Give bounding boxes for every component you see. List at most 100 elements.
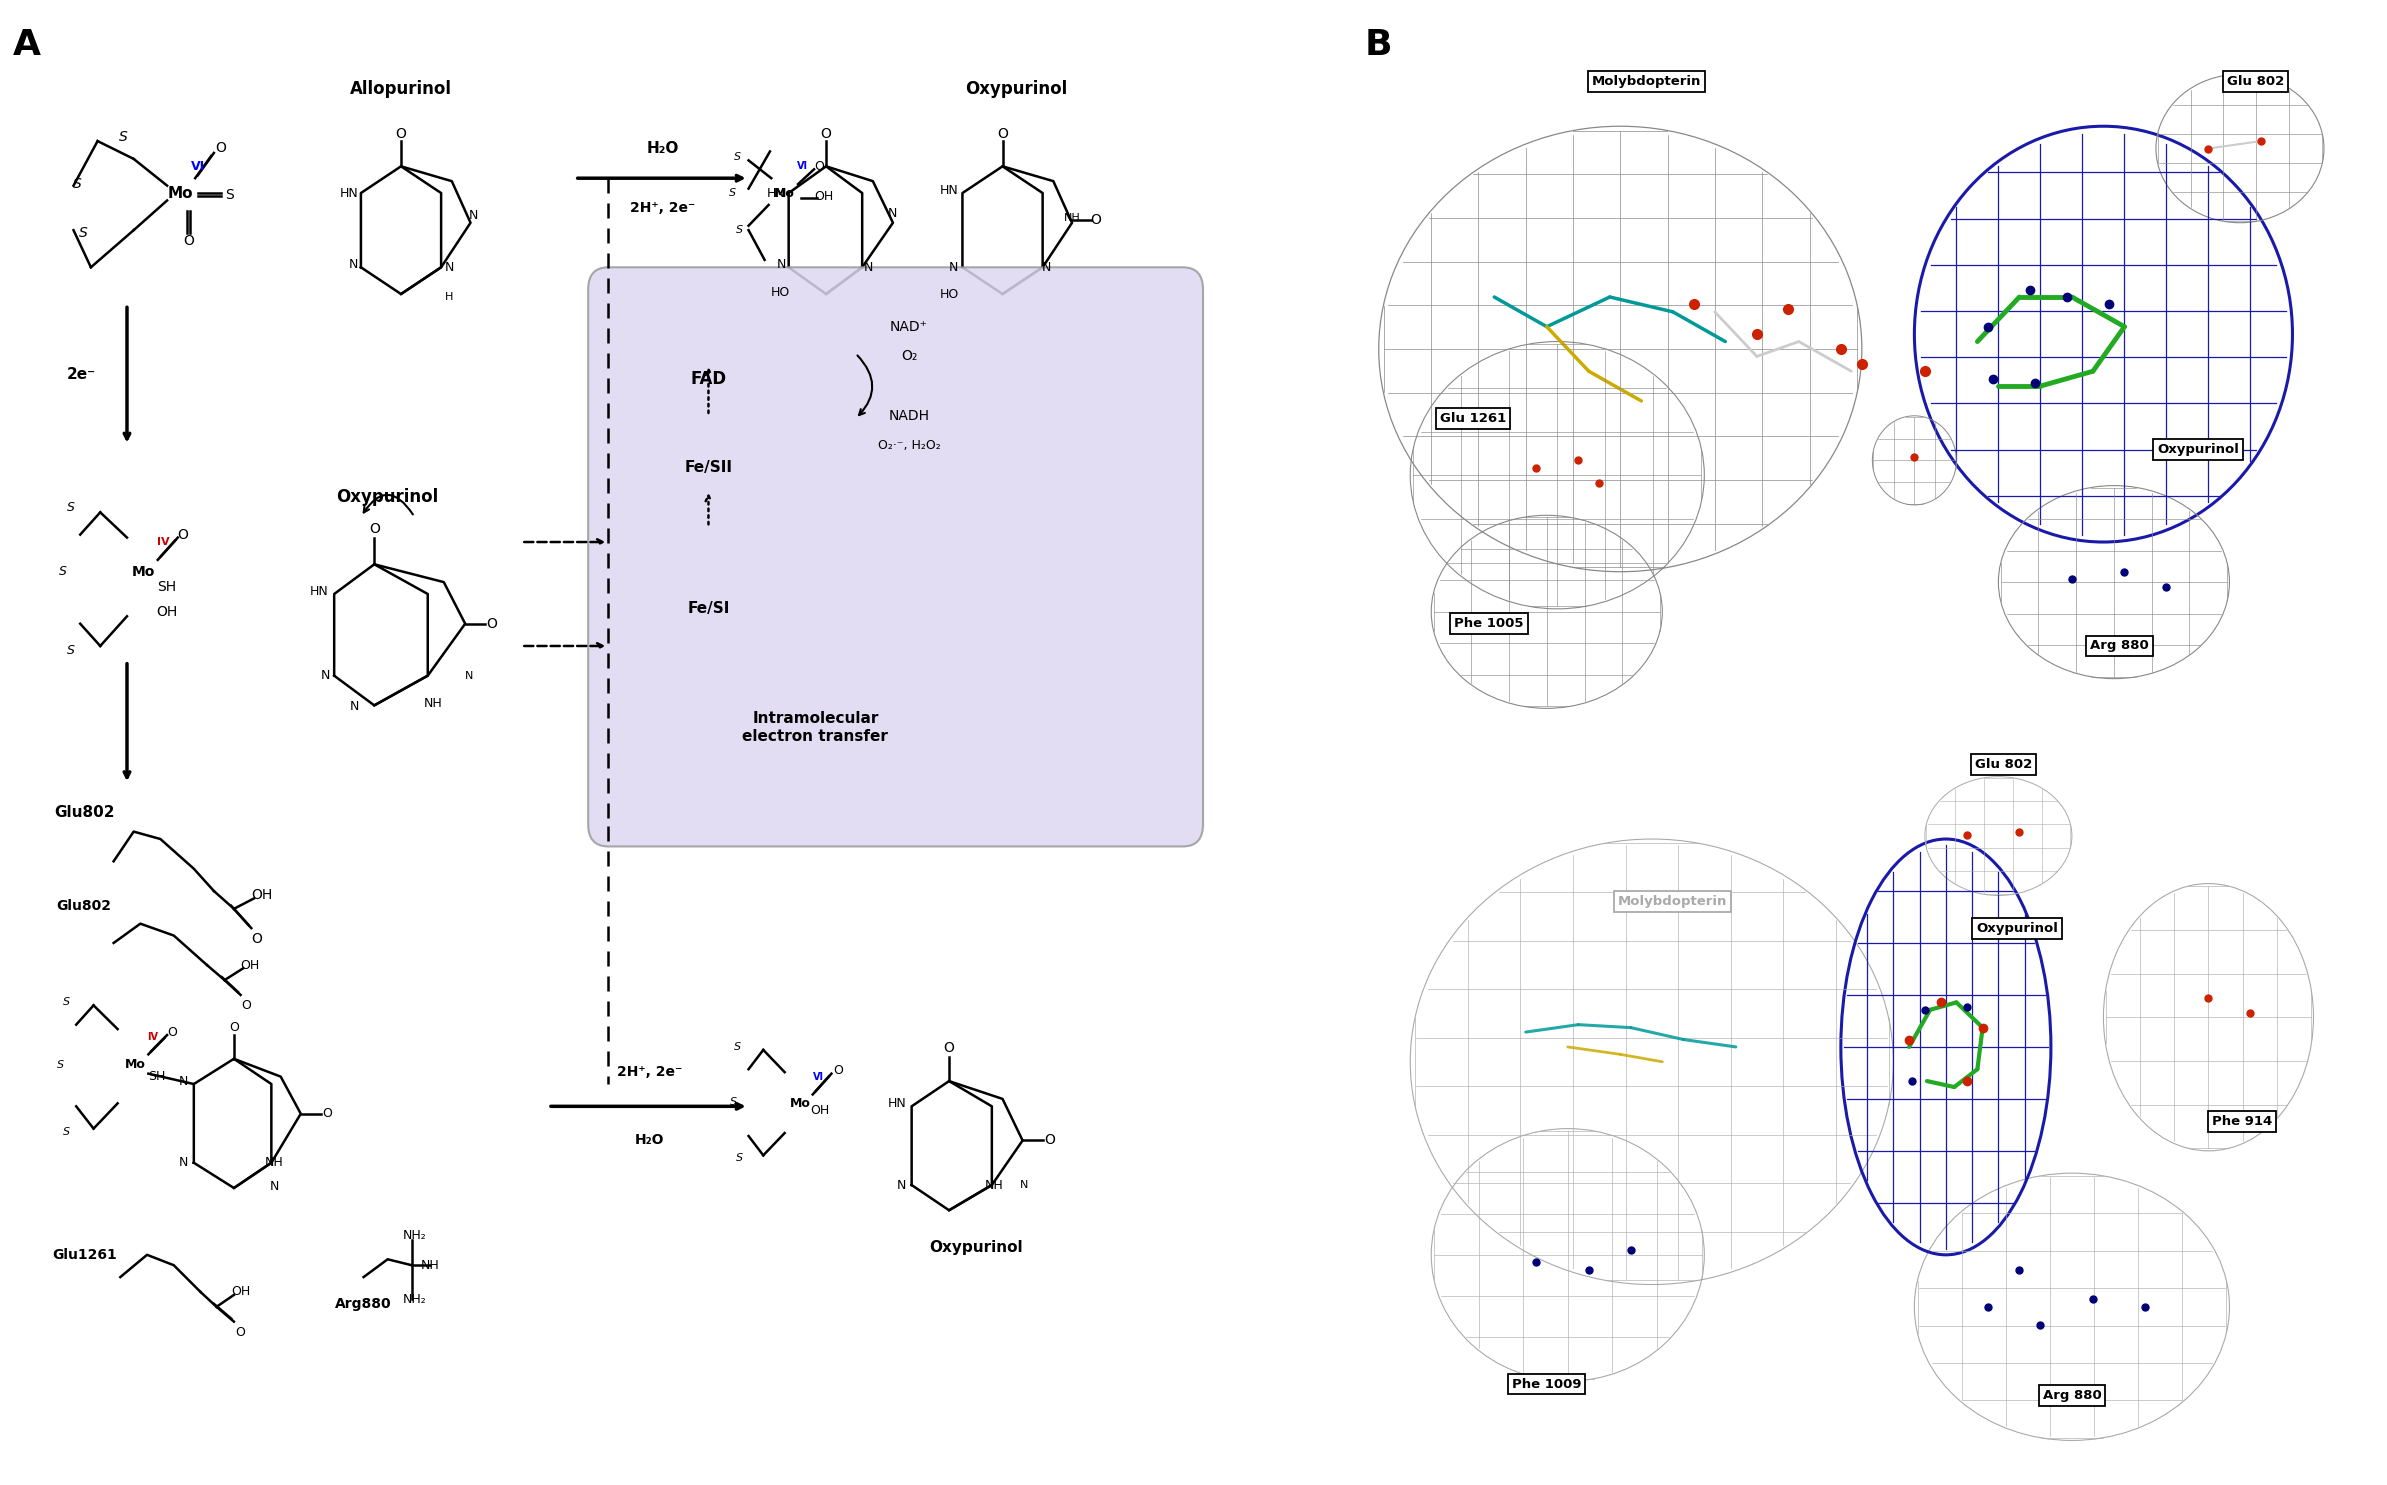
Text: Allopurinol: Allopurinol	[351, 80, 451, 98]
Text: NADH: NADH	[888, 408, 929, 423]
Text: Phe 1005: Phe 1005	[1454, 618, 1523, 630]
Text: O₂·⁻, H₂O₂: O₂·⁻, H₂O₂	[878, 440, 940, 451]
Text: N: N	[179, 1157, 189, 1169]
Text: Oxypurinol: Oxypurinol	[1976, 922, 2058, 934]
Text: B: B	[1365, 28, 1392, 61]
Text: OH: OH	[809, 1105, 828, 1117]
Text: O₂: O₂	[900, 349, 917, 364]
Text: O: O	[487, 616, 496, 631]
Text: OH: OH	[232, 1286, 251, 1298]
Text: A: A	[12, 28, 41, 61]
Text: S: S	[57, 1060, 64, 1069]
Text: 2H⁺, 2e⁻: 2H⁺, 2e⁻	[630, 200, 695, 215]
Text: Oxypurinol: Oxypurinol	[2158, 444, 2239, 456]
Text: Mo: Mo	[790, 1097, 812, 1109]
Text: N: N	[468, 209, 477, 221]
Text: H₂O: H₂O	[647, 141, 680, 156]
Text: Arg 880: Arg 880	[2043, 1390, 2101, 1402]
Text: S: S	[224, 187, 234, 202]
Text: FAD: FAD	[690, 370, 726, 388]
Text: Glu802: Glu802	[55, 805, 115, 820]
Text: Mo: Mo	[131, 564, 155, 579]
Text: IV: IV	[158, 538, 169, 546]
Text: O: O	[814, 160, 824, 172]
Text: NH: NH	[265, 1157, 284, 1169]
Text: O: O	[998, 126, 1007, 141]
Text: Glu 802: Glu 802	[1974, 759, 2031, 771]
Text: H: H	[444, 293, 454, 301]
Text: N: N	[950, 261, 960, 273]
Text: N: N	[864, 261, 874, 273]
Text: NH₂: NH₂	[403, 1293, 427, 1305]
Text: NH: NH	[420, 1259, 439, 1271]
Text: Glu 802: Glu 802	[2227, 76, 2284, 88]
Text: SH: SH	[158, 579, 177, 594]
Text: Glu 1261: Glu 1261	[1439, 413, 1506, 425]
FancyBboxPatch shape	[587, 267, 1203, 846]
Text: Mo: Mo	[167, 186, 193, 200]
Text: S: S	[67, 502, 74, 514]
Text: VI: VI	[812, 1072, 824, 1081]
Text: O: O	[1091, 212, 1100, 227]
Text: N: N	[349, 701, 358, 713]
Text: S: S	[74, 177, 81, 192]
Text: N: N	[179, 1075, 189, 1087]
Text: HO: HO	[940, 288, 960, 300]
Text: S: S	[728, 189, 735, 198]
Text: S: S	[735, 226, 742, 235]
Text: OH: OH	[814, 190, 833, 202]
Text: N: N	[888, 208, 898, 220]
Text: NH₂: NH₂	[403, 1230, 427, 1241]
Text: HN: HN	[940, 184, 960, 196]
Text: HN: HN	[766, 187, 785, 199]
Text: Arg 880: Arg 880	[2089, 640, 2148, 652]
Text: Glu1261: Glu1261	[53, 1247, 117, 1262]
Text: H₂O: H₂O	[635, 1133, 664, 1148]
Text: OH: OH	[251, 888, 272, 903]
Text: O: O	[184, 233, 193, 248]
Text: S: S	[730, 1097, 738, 1106]
Text: NH: NH	[425, 698, 442, 710]
Text: O: O	[943, 1041, 955, 1056]
Text: S: S	[79, 226, 88, 241]
Text: Oxypurinol: Oxypurinol	[964, 80, 1067, 98]
Text: O: O	[821, 126, 831, 141]
Text: O: O	[167, 1026, 177, 1038]
Text: N: N	[1019, 1181, 1029, 1189]
Text: Fe/SI: Fe/SI	[687, 601, 730, 616]
Text: O: O	[370, 521, 380, 536]
Text: S: S	[735, 1154, 742, 1163]
Text: O: O	[396, 126, 406, 141]
Text: S: S	[735, 1042, 742, 1051]
Text: N: N	[349, 258, 358, 270]
Text: OH: OH	[158, 604, 177, 619]
Text: O: O	[322, 1108, 332, 1120]
Text: S: S	[735, 153, 742, 162]
Text: NAD⁺: NAD⁺	[890, 319, 929, 334]
Text: OH: OH	[241, 959, 260, 971]
Text: O: O	[215, 141, 227, 156]
Text: N: N	[320, 670, 329, 682]
Text: O: O	[177, 527, 189, 542]
Text: HN: HN	[310, 585, 329, 597]
Text: Molybdopterin: Molybdopterin	[1618, 895, 1728, 907]
Text: S: S	[64, 998, 69, 1007]
Text: HO: HO	[771, 287, 790, 298]
Text: O: O	[1043, 1133, 1055, 1148]
Text: Oxypurinol: Oxypurinol	[929, 1240, 1022, 1255]
Text: Phe 1009: Phe 1009	[1511, 1378, 1583, 1390]
Text: Oxypurinol: Oxypurinol	[337, 489, 439, 506]
Text: O: O	[229, 1022, 239, 1034]
Text: N: N	[776, 258, 785, 270]
Text: N: N	[444, 261, 454, 273]
Text: O: O	[236, 1326, 246, 1338]
Text: N: N	[1043, 261, 1050, 273]
Text: S: S	[64, 1127, 69, 1136]
Text: 2H⁺, 2e⁻: 2H⁺, 2e⁻	[616, 1065, 683, 1080]
Text: O: O	[833, 1065, 843, 1077]
Text: S: S	[119, 129, 127, 144]
Text: Intramolecular
electron transfer: Intramolecular electron transfer	[742, 711, 888, 744]
Text: VI: VI	[191, 160, 205, 172]
Text: HN: HN	[339, 187, 358, 199]
Text: NH: NH	[1065, 214, 1081, 223]
